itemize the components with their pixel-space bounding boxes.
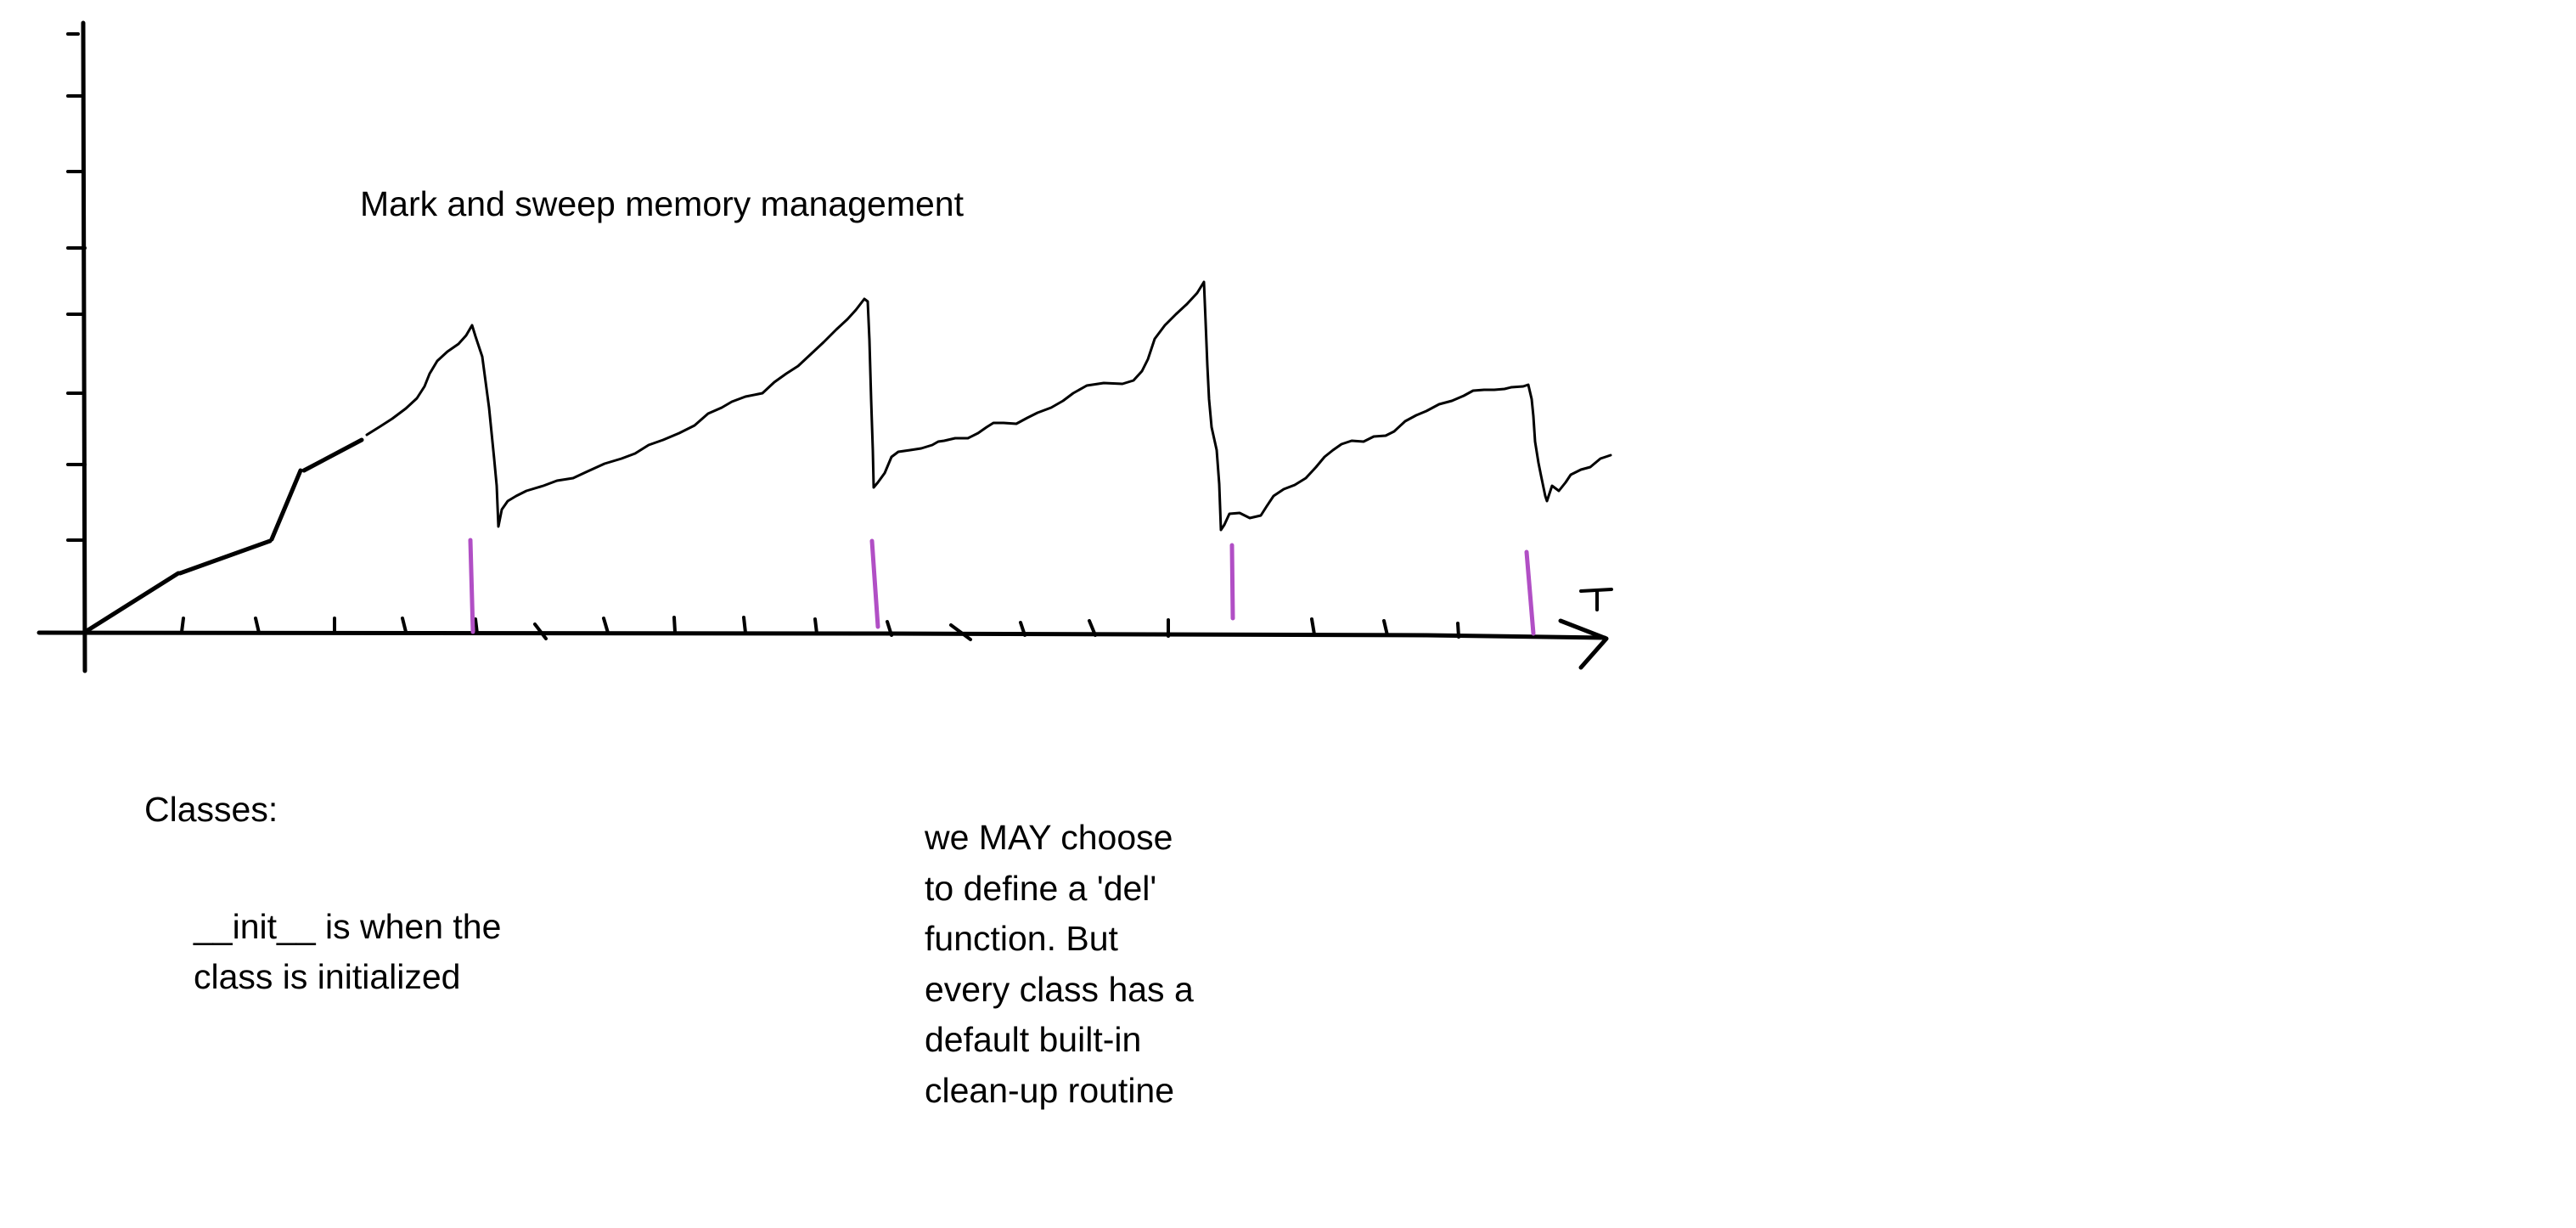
y-axis-ticks [66,32,87,542]
gc-marker-4 [1524,549,1536,636]
memory-growth-start [84,437,364,634]
memory-usage-curve [365,280,1612,532]
classes-heading: Classes: [144,790,278,829]
gc-marker-2 [869,538,880,629]
gc-marker-3 [1229,543,1235,621]
x-axis-label-t [1579,588,1613,611]
del-note: we MAY choose to define a 'del' function… [925,818,1194,1110]
gc-sweep-markers [468,538,1536,636]
init-note: __init__ is when the class is initialize… [194,907,502,996]
y-axis [81,20,87,673]
x-axis-ticks [180,616,1460,641]
gc-marker-1 [468,538,475,634]
x-axis-arrow-head [1558,618,1609,670]
diagram-title: Mark and sweep memory management [360,184,964,223]
x-axis [37,630,1607,640]
